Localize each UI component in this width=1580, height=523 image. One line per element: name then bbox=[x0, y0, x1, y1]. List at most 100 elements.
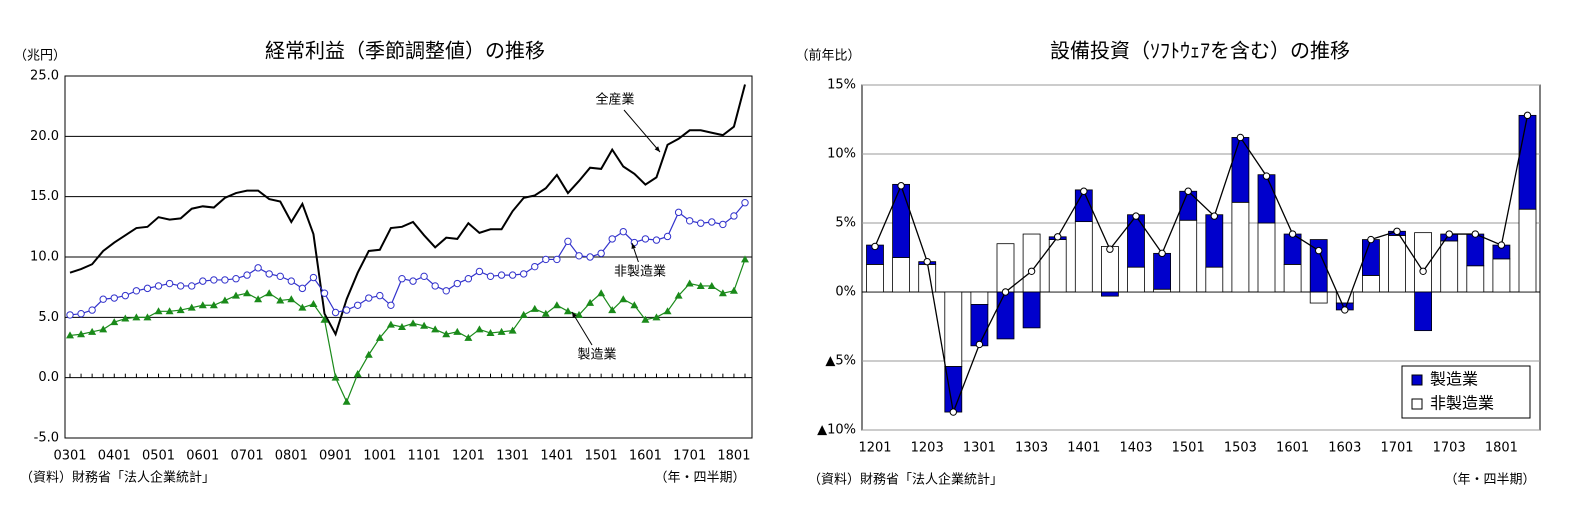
total-marker bbox=[923, 257, 931, 266]
marker bbox=[508, 326, 517, 334]
marker bbox=[442, 287, 450, 295]
marker bbox=[398, 275, 406, 283]
marker bbox=[564, 237, 572, 246]
marker bbox=[309, 273, 318, 282]
marker bbox=[442, 330, 451, 338]
bar-segment bbox=[892, 183, 910, 258]
total-marker bbox=[1001, 288, 1010, 296]
legend-label: 製造業 bbox=[1430, 370, 1478, 389]
x-tick-label: 1101 bbox=[408, 449, 441, 464]
y-tick-label: 5% bbox=[835, 216, 856, 231]
marker bbox=[342, 306, 351, 314]
marker bbox=[431, 282, 439, 290]
marker bbox=[741, 255, 749, 263]
marker bbox=[320, 315, 329, 323]
series-line bbox=[69, 84, 746, 337]
marker bbox=[475, 325, 484, 333]
x-axis-label: （年・四半期） bbox=[654, 471, 745, 486]
marker bbox=[553, 255, 561, 264]
y-tick-label: ▲10% bbox=[817, 423, 856, 438]
marker bbox=[165, 279, 174, 288]
total-marker bbox=[1027, 267, 1036, 275]
bar-segment bbox=[970, 291, 989, 305]
legend-swatch bbox=[1411, 398, 1423, 410]
bar-segment bbox=[1074, 221, 1093, 293]
x-tick-label: 1801 bbox=[717, 449, 750, 464]
marker bbox=[375, 333, 384, 341]
y-tick-label: ▲5% bbox=[825, 354, 856, 369]
bar-segment bbox=[1309, 291, 1328, 304]
marker bbox=[254, 264, 262, 272]
x-tick-label: 1801 bbox=[1485, 441, 1518, 456]
x-tick-label: 0601 bbox=[186, 449, 219, 464]
legend-swatch bbox=[1411, 374, 1423, 386]
x-tick-label: 0301 bbox=[53, 449, 86, 464]
marker bbox=[354, 301, 362, 309]
bar-segment bbox=[1127, 214, 1145, 268]
x-tick-label: 0401 bbox=[98, 449, 131, 464]
marker bbox=[652, 313, 661, 321]
x-tick-label: 1301 bbox=[496, 449, 529, 464]
series-label: 非製造業 bbox=[614, 264, 666, 280]
x-axis-label: （年・四半期） bbox=[1444, 473, 1535, 488]
bar-segment bbox=[1127, 266, 1145, 293]
marker bbox=[199, 277, 207, 285]
marker bbox=[66, 331, 74, 339]
marker bbox=[586, 298, 595, 306]
marker bbox=[331, 373, 340, 381]
marker bbox=[641, 235, 650, 243]
bar-segment bbox=[1518, 208, 1537, 293]
marker bbox=[663, 307, 672, 315]
x-tick-label: 1201 bbox=[452, 449, 485, 464]
marker bbox=[154, 307, 163, 315]
bar-segment bbox=[944, 366, 963, 413]
marker bbox=[519, 270, 528, 278]
total-marker bbox=[1184, 187, 1192, 195]
x-tick-label: 1201 bbox=[858, 441, 891, 456]
x-tick-label: 1401 bbox=[1067, 441, 1100, 456]
marker bbox=[730, 212, 738, 220]
bar-segment bbox=[1283, 263, 1302, 293]
total-marker bbox=[1445, 230, 1453, 238]
marker bbox=[519, 310, 528, 318]
arrow-head bbox=[631, 243, 636, 249]
marker bbox=[231, 291, 240, 299]
marker bbox=[99, 295, 107, 303]
marker bbox=[608, 235, 616, 243]
bar-segment bbox=[970, 304, 989, 347]
bar-segment bbox=[1231, 201, 1250, 293]
marker bbox=[309, 300, 318, 308]
bar-segment bbox=[1257, 222, 1276, 293]
marker bbox=[365, 294, 373, 302]
y-tick-label: 25.0 bbox=[30, 69, 59, 84]
marker bbox=[718, 289, 727, 297]
y-tick-label: 10% bbox=[827, 147, 856, 162]
marker bbox=[420, 321, 429, 329]
marker bbox=[165, 307, 174, 315]
marker bbox=[741, 199, 749, 207]
marker bbox=[220, 296, 229, 304]
marker bbox=[198, 301, 207, 309]
marker bbox=[298, 303, 307, 311]
bar-segment bbox=[1048, 239, 1067, 293]
y-unit-label: （兆円） bbox=[14, 49, 66, 64]
bar-segment bbox=[1362, 275, 1380, 293]
bar-segment bbox=[1492, 258, 1511, 293]
marker bbox=[453, 279, 461, 288]
marker bbox=[597, 249, 605, 258]
marker bbox=[209, 301, 218, 309]
total-marker bbox=[1210, 212, 1219, 220]
total-marker bbox=[1106, 245, 1114, 253]
marker bbox=[121, 314, 130, 322]
source: （資料）財務省「法人企業統計」 bbox=[808, 472, 1003, 488]
marker bbox=[353, 370, 362, 378]
marker bbox=[376, 291, 384, 300]
marker bbox=[719, 220, 727, 229]
bar-segment bbox=[1362, 239, 1380, 276]
marker bbox=[77, 330, 86, 338]
marker bbox=[254, 295, 263, 303]
series-label: 全産業 bbox=[595, 92, 634, 108]
marker bbox=[530, 304, 539, 312]
marker bbox=[364, 350, 373, 358]
